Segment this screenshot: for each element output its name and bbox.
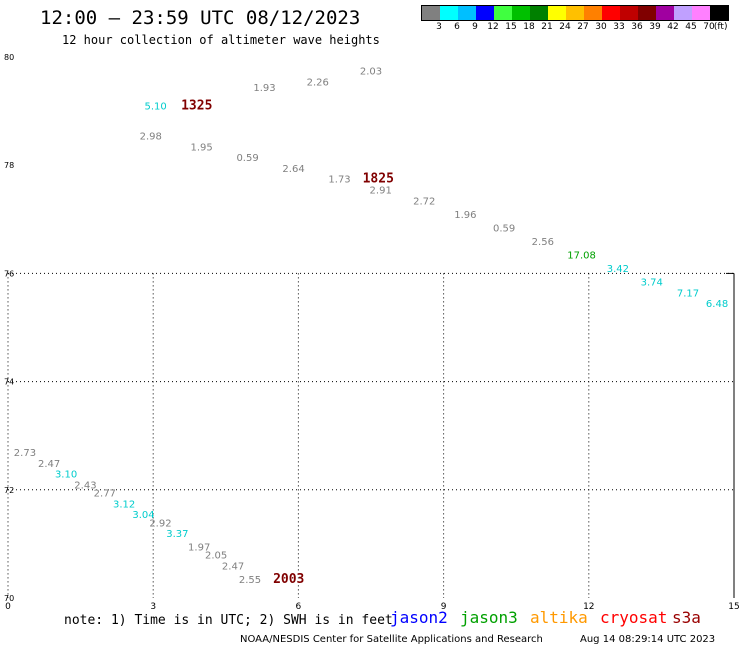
swh-label: 2.73 xyxy=(14,448,36,459)
x-tick-label: 6 xyxy=(296,602,302,612)
chart-subtitle: 12 hour collection of altimeter wave hei… xyxy=(62,33,380,47)
swh-label: 2.77 xyxy=(94,489,116,500)
legend-label: 27 xyxy=(577,22,589,32)
legend-label: 42 xyxy=(667,22,679,32)
legend-swatch xyxy=(476,6,494,20)
legend-swatch xyxy=(602,6,620,20)
swh-label: 1.96 xyxy=(454,210,476,221)
legend-swatches xyxy=(421,5,729,21)
swh-label: 1.73 xyxy=(328,175,350,186)
swh-label: 3.04 xyxy=(132,510,154,521)
swh-label: 2.05 xyxy=(205,551,227,562)
legend-label: 70 xyxy=(703,22,715,32)
y-tick-label: 72 xyxy=(4,486,14,495)
legend-swatch xyxy=(584,6,602,20)
y-tick-label: 74 xyxy=(4,378,14,387)
swh-label: 0.59 xyxy=(236,153,258,164)
legend-swatch xyxy=(692,6,710,20)
legend-label: 30 xyxy=(595,22,607,32)
legend-label: 12 xyxy=(487,22,499,32)
y-tick-label: 76 xyxy=(4,269,14,278)
swh-label: 6.48 xyxy=(706,299,728,310)
legend-swatch xyxy=(512,6,530,20)
legend-label: 39 xyxy=(649,22,661,32)
mission-jason2: jason2 xyxy=(390,608,448,627)
time-label: 2003 xyxy=(273,572,304,587)
chart-title: 12:00 – 23:59 UTC 08/12/2023 xyxy=(40,7,361,29)
swh-label: 2.92 xyxy=(149,518,171,529)
swh-label: 2.47 xyxy=(222,562,244,573)
mission-s3a: s3a xyxy=(672,608,701,627)
x-tick-label: 12 xyxy=(583,602,594,612)
swh-label: 0.59 xyxy=(493,223,515,234)
legend-label: 18 xyxy=(523,22,535,32)
credit-line: NOAA/NESDIS Center for Satellite Applica… xyxy=(240,634,543,645)
swh-label: 1.93 xyxy=(253,83,275,94)
legend-swatch xyxy=(422,6,440,20)
swh-label: 2.56 xyxy=(532,237,554,248)
axes: 70 72 74 76 78 80 0 3 6 9 12 15 xyxy=(4,53,740,612)
swh-label: 3.12 xyxy=(113,499,135,510)
legend-swatch xyxy=(548,6,566,20)
swh-label: 2.43 xyxy=(74,480,96,491)
x-tick-label: 15 xyxy=(728,602,739,612)
legend-label: 24 xyxy=(559,22,571,32)
mission-altika: altika xyxy=(530,608,588,627)
swh-label: 2.98 xyxy=(140,131,162,142)
legend-swatch xyxy=(710,6,728,20)
footer-note: note: 1) Time is in UTC; 2) SWH is in fe… xyxy=(64,613,393,628)
swh-label: 2.91 xyxy=(370,186,392,197)
swh-label: 2.26 xyxy=(307,77,329,88)
legend-labels: 3 6 9 12 15 18 21 24 27 30 33 36 39 42 45 70 (ft) xyxy=(421,21,740,33)
y-tick-label: 70 xyxy=(4,594,14,603)
swh-label: 2.03 xyxy=(360,67,382,78)
legend-swatch xyxy=(440,6,458,20)
swh-label: 7.17 xyxy=(677,288,699,299)
generated-timestamp: Aug 14 08:29:14 UTC 2023 xyxy=(580,634,716,645)
x-tick-label: 0 xyxy=(5,602,11,612)
swh-label: 2.64 xyxy=(282,164,304,175)
y-tick-label: 78 xyxy=(4,161,14,170)
swh-label: 3.37 xyxy=(166,529,188,540)
swh-label: 3.10 xyxy=(55,470,77,481)
y-tick-label: 80 xyxy=(4,53,14,62)
swh-label: 2.55 xyxy=(239,575,261,586)
grid xyxy=(8,272,734,598)
legend-label: (ft) xyxy=(713,22,728,32)
swh-label: 1.97 xyxy=(188,543,210,554)
swh-label: 2.47 xyxy=(38,459,60,470)
legend-label: 21 xyxy=(541,22,553,32)
legend-swatch xyxy=(674,6,692,20)
time-label: 1825 xyxy=(363,172,394,187)
swh-label: 17.08 xyxy=(567,250,596,261)
legend-label: 15 xyxy=(505,22,517,32)
swh-label: 3.42 xyxy=(607,264,629,275)
time-label: 1325 xyxy=(181,99,212,114)
legend-swatch xyxy=(458,6,476,20)
legend-label: 9 xyxy=(472,22,478,32)
legend-swatch xyxy=(638,6,656,20)
swh-label: 5.10 xyxy=(144,102,166,113)
mission-jason3: jason3 xyxy=(460,608,518,627)
x-tick-label: 3 xyxy=(150,602,156,612)
legend-label: 3 xyxy=(436,22,442,32)
x-tick-label: 9 xyxy=(441,602,447,612)
legend-label: 33 xyxy=(613,22,625,32)
legend-swatch xyxy=(620,6,638,20)
swh-label: 3.74 xyxy=(641,278,663,289)
swh-label: 2.72 xyxy=(413,196,435,207)
data-labels: 1.93 2.26 2.03 5.10 1325 2.98 1.95 0.59 2.64 1.73… xyxy=(14,67,728,588)
swh-label: 1.95 xyxy=(190,142,212,153)
color-scale-legend: 3 6 9 12 15 18 21 24 27 30 33 36 39 42 45 70 (ft) xyxy=(421,5,740,33)
legend-label: 36 xyxy=(631,22,643,32)
mission-cryosat: cryosat xyxy=(600,608,668,627)
legend-label: 45 xyxy=(685,22,697,32)
legend-swatch xyxy=(494,6,512,20)
legend-swatch xyxy=(656,6,674,20)
legend-label: 6 xyxy=(454,22,460,32)
legend-swatch xyxy=(566,6,584,20)
legend-swatch xyxy=(530,6,548,20)
